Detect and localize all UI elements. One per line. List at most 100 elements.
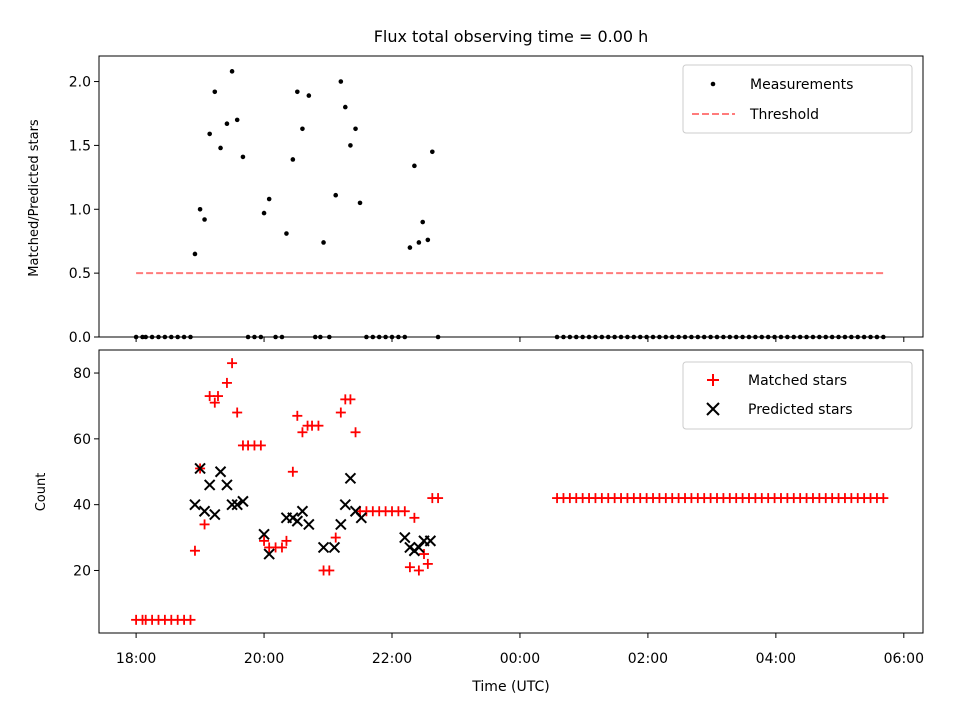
measurement-point [353, 126, 358, 132]
predicted-star-point [355, 512, 368, 524]
measurement-point [348, 143, 353, 148]
predicted-star-point [198, 505, 211, 517]
legend-measurements-label: Measurements [750, 77, 853, 93]
predicted-star-point [214, 466, 227, 478]
top-y-ticks: 0.0 0.5 1.0 1.5 2.0 [69, 75, 99, 346]
predicted-star-point [209, 508, 221, 521]
measurement-point [357, 200, 363, 206]
measurement-point [306, 93, 312, 98]
measurement-point [295, 89, 300, 95]
x-tick-label: 04:00 [756, 651, 796, 667]
predicted-star-point [424, 535, 437, 547]
predicted-star-point [291, 515, 304, 527]
predicted-star-point [189, 498, 201, 511]
measurement-point [212, 89, 218, 95]
predicted-star-point [296, 505, 309, 517]
matched-star-point [409, 512, 420, 523]
x-tick-label: 20:00 [244, 651, 284, 667]
legend-predicted-label: Predicted stars [748, 402, 853, 418]
top-y-axis-label: Matched/Predicted stars [27, 119, 42, 277]
matched-star-point [199, 519, 210, 530]
measurement-point [333, 192, 339, 198]
measurement-point [338, 79, 344, 84]
matched-star-point [185, 614, 196, 625]
measurement-point [234, 117, 240, 123]
measurement-point [218, 145, 223, 151]
y-tick-label: 1.5 [69, 138, 91, 154]
measurement-point [321, 240, 326, 245]
matched-star-point [209, 397, 220, 408]
measurement-point [430, 149, 435, 155]
measurement-point [407, 245, 413, 250]
predicted-star-point [258, 528, 270, 540]
predicted-star-point [263, 548, 275, 560]
bottom-y-ticks: 20 40 60 80 [73, 366, 99, 579]
measurement-point [412, 163, 417, 169]
measurement-point [290, 157, 296, 162]
predicted-star-point [203, 479, 216, 491]
matched-star-point [276, 542, 287, 553]
top-panel: Flux total observing time = 0.00 h Match… [27, 27, 924, 346]
predicted-star-point [237, 495, 249, 508]
measurement-point [240, 154, 246, 160]
measurement-point [416, 240, 422, 245]
top-legend: Measurements Threshold [682, 64, 913, 134]
measurement-point [192, 251, 198, 257]
legend-measurements-marker [710, 81, 716, 87]
bottom-legend-box [682, 361, 913, 430]
matched-star-point [297, 427, 308, 438]
legend-predicted-marker [706, 402, 720, 416]
matched-star-point [433, 493, 444, 504]
x-tick-label: 02:00 [628, 651, 668, 667]
measurement-point [207, 131, 212, 137]
matched-star-point [418, 549, 429, 560]
predicted-star-point [344, 472, 357, 485]
measurement-point [229, 69, 235, 74]
y-tick-label: 0.0 [69, 330, 91, 346]
matched-star-point [287, 466, 298, 477]
matched-star-point [413, 565, 424, 576]
bottom-plot-frame [98, 349, 924, 634]
matched-star-point [232, 407, 243, 418]
predicted-star-point [231, 498, 243, 511]
matched-star-point [422, 558, 433, 569]
measurement-point [197, 206, 203, 212]
predicted-star-point [339, 498, 352, 511]
measurement-point [224, 121, 230, 126]
legend-matched-marker [707, 374, 719, 386]
predicted-star-point [221, 479, 233, 491]
matched-star-point [292, 410, 303, 421]
y-tick-label: 60 [73, 432, 91, 448]
y-tick-label: 80 [73, 366, 91, 382]
predicted-star-point [413, 541, 425, 554]
top-x-ticks [135, 337, 905, 342]
matched-star-point [227, 358, 238, 369]
predicted-star-point [399, 531, 411, 544]
y-tick-label: 20 [73, 563, 91, 579]
predicted-star-point [303, 518, 315, 531]
bottom-x-ticks: 18:00 20:00 22:00 00:00 02:00 04:00 06:00 [116, 633, 924, 667]
legend-matched-label: Matched stars [748, 373, 847, 389]
predicted-star-point [194, 462, 206, 475]
measurement-point [284, 231, 289, 236]
predicted-star-point [328, 541, 341, 554]
bottom-legend: Matched stars Predicted stars [682, 361, 913, 430]
x-tick-label: 18:00 [116, 651, 156, 667]
bottom-panel: Count Time (UTC) 20 40 60 80 18:00 20:00 22:0… [34, 349, 924, 695]
top-chart-title: Flux total observing time = 0.00 h [374, 27, 649, 46]
y-tick-label: 2.0 [69, 75, 91, 91]
matched-star-point [212, 391, 223, 402]
matched-star-point [313, 420, 324, 431]
measurement-point [425, 237, 431, 243]
matched-star-point [399, 506, 410, 517]
bottom-x-axis-label: Time (UTC) [471, 679, 549, 695]
x-tick-label: 22:00 [372, 651, 412, 667]
measurement-point [202, 217, 207, 222]
measurement-point [300, 126, 305, 132]
matched-star-point [404, 562, 415, 573]
legend-threshold-label: Threshold [749, 107, 819, 123]
y-tick-label: 1.0 [69, 202, 91, 218]
predicted-star-point [226, 498, 238, 511]
measurement-point [261, 210, 267, 216]
matched-star-point [324, 565, 335, 576]
